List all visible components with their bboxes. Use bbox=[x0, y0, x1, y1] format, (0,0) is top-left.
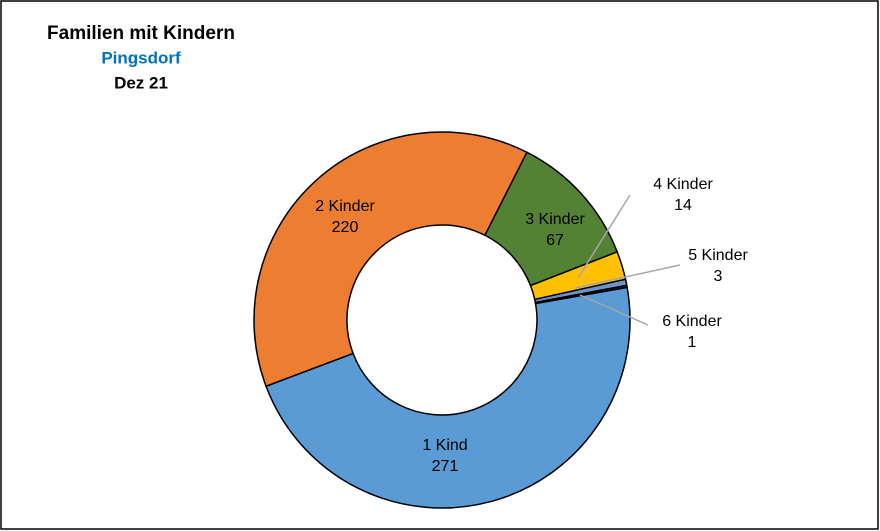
slice-label-name: 6 Kinder bbox=[662, 313, 722, 330]
slice-label-value: 271 bbox=[432, 458, 459, 475]
chart-title: Familien mit Kindern bbox=[47, 23, 235, 44]
slice-label-value: 3 bbox=[714, 268, 723, 285]
leader-line bbox=[579, 294, 649, 326]
donut-slice bbox=[265, 286, 631, 509]
slice-label-name: 5 Kinder bbox=[688, 247, 748, 264]
slice-label-value: 67 bbox=[546, 232, 564, 249]
slice-label-name: 4 Kinder bbox=[653, 176, 713, 193]
slice-label-value: 14 bbox=[674, 197, 692, 214]
leader-line bbox=[574, 264, 681, 289]
leader-line bbox=[577, 194, 631, 279]
slice-label-name: 1 Kind bbox=[422, 437, 467, 454]
chart-date: Dez 21 bbox=[114, 73, 168, 92]
donut-slice bbox=[253, 131, 528, 388]
slice-label-name: 2 Kinder bbox=[315, 198, 375, 215]
donut-slice bbox=[534, 284, 629, 305]
slice-label-name: 3 Kinder bbox=[525, 211, 585, 228]
slice-label-value: 1 bbox=[688, 334, 697, 351]
chart-subtitle: Pingsdorf bbox=[101, 48, 181, 67]
slice-label-value: 220 bbox=[332, 219, 359, 236]
